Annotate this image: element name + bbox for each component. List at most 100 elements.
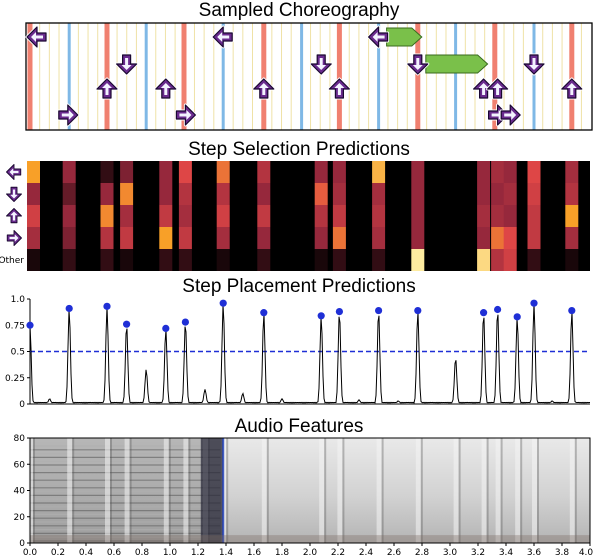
low-band bbox=[30, 535, 590, 543]
peak-marker bbox=[162, 324, 170, 332]
selection-cell bbox=[178, 227, 192, 249]
peak-marker bbox=[123, 320, 131, 328]
xtick-label: 1.2 bbox=[191, 548, 205, 558]
onset-shadow bbox=[574, 438, 577, 543]
selection-cell bbox=[477, 161, 491, 183]
peak-marker bbox=[317, 312, 325, 320]
onset-shadow bbox=[188, 438, 191, 543]
onset-streak bbox=[67, 438, 73, 543]
ytick-label: 1.0 bbox=[11, 295, 26, 305]
selection-cell bbox=[257, 249, 271, 271]
ytick-label: 60 bbox=[14, 460, 26, 470]
xtick-label: 3.6 bbox=[527, 548, 542, 558]
onset-shadow bbox=[72, 438, 75, 543]
selection-cell bbox=[216, 183, 230, 205]
onset-shadow bbox=[537, 438, 539, 543]
onset-streak bbox=[532, 438, 537, 543]
onset-shadow bbox=[324, 438, 327, 543]
xtick-label: 1.8 bbox=[275, 548, 290, 558]
xtick-label: 0.6 bbox=[107, 548, 122, 558]
selection-cell bbox=[100, 161, 114, 183]
selection-cell bbox=[120, 205, 134, 227]
selection-cell bbox=[411, 161, 425, 183]
selection-cell bbox=[216, 227, 230, 249]
onset-streak bbox=[105, 438, 110, 543]
selection-cell bbox=[372, 161, 386, 183]
up-arrow-icon bbox=[5, 207, 23, 224]
down-arrow-icon bbox=[5, 186, 23, 203]
selection-cell bbox=[120, 161, 134, 183]
onset-streak bbox=[261, 438, 267, 543]
peak-marker bbox=[494, 305, 502, 314]
audio-title: Audio Features bbox=[234, 416, 364, 437]
peak-marker bbox=[335, 308, 343, 316]
selection-cell bbox=[332, 249, 346, 271]
xtick-label: 3.2 bbox=[471, 548, 485, 558]
selection-cell bbox=[62, 205, 76, 227]
selection-cell bbox=[372, 205, 386, 227]
selection-cell bbox=[565, 227, 579, 249]
choreo-frame bbox=[25, 22, 593, 131]
onset-streak bbox=[337, 438, 343, 543]
selection-cell bbox=[257, 205, 271, 227]
xtick-label: 2.8 bbox=[415, 548, 430, 558]
selection-cell bbox=[565, 161, 579, 183]
selection-cell bbox=[411, 183, 425, 205]
selection-cell bbox=[159, 249, 173, 271]
onset-shadow bbox=[520, 438, 523, 543]
ytick-label: 0.25 bbox=[5, 374, 25, 384]
selection-cell bbox=[314, 227, 328, 249]
xtick-label: 2.0 bbox=[303, 548, 318, 558]
xtick-label: 2.6 bbox=[387, 548, 402, 558]
selection-cell bbox=[491, 205, 505, 227]
ytick-label: Other bbox=[0, 256, 24, 266]
selection-title: Step Selection Predictions bbox=[188, 139, 410, 160]
selection-cell bbox=[159, 183, 173, 205]
selection-cell bbox=[27, 161, 40, 183]
placement-curve bbox=[29, 303, 590, 404]
selection-cell bbox=[411, 249, 425, 271]
onset-streak bbox=[376, 438, 382, 543]
onset-streak bbox=[515, 438, 521, 543]
selection-cell bbox=[314, 183, 328, 205]
peak-marker bbox=[181, 318, 189, 326]
selection-cell bbox=[120, 227, 134, 249]
onset-streak bbox=[453, 438, 459, 543]
onset-shadow bbox=[458, 438, 461, 543]
selection-cell bbox=[178, 183, 192, 205]
onset-shadow bbox=[420, 438, 423, 543]
onset-shadow bbox=[500, 438, 503, 543]
xtick-label: 3.4 bbox=[499, 548, 514, 558]
ytick-label: 80 bbox=[14, 434, 26, 444]
xtick-label: 1.4 bbox=[219, 548, 234, 558]
xtick-label: 0.2 bbox=[51, 548, 65, 558]
peak-marker bbox=[26, 321, 34, 329]
selection-cell bbox=[257, 227, 271, 249]
selection-cell bbox=[159, 205, 173, 227]
ytick-label: 0.5 bbox=[11, 348, 25, 358]
selection-cell bbox=[477, 249, 491, 271]
peak-marker bbox=[260, 309, 268, 317]
selection-cell bbox=[477, 183, 491, 205]
right-arrow-icon bbox=[6, 229, 23, 247]
selection-cell bbox=[100, 227, 114, 249]
selection-cell bbox=[491, 227, 505, 249]
selection-cell bbox=[527, 249, 541, 271]
onset-shadow bbox=[168, 438, 171, 543]
selection-cell bbox=[257, 161, 271, 183]
selection-cell bbox=[62, 161, 76, 183]
selection-cell bbox=[257, 183, 271, 205]
xtick-label: 0.0 bbox=[23, 548, 38, 558]
onset-streak bbox=[415, 438, 421, 543]
onset-shadow bbox=[342, 438, 345, 543]
placement-chart: 0 0.25 0.5 0.75 1.0 bbox=[5, 295, 590, 410]
selection-cell bbox=[314, 161, 328, 183]
onset-shadow bbox=[226, 438, 229, 543]
selection-cell bbox=[527, 161, 541, 183]
selection-cell bbox=[216, 205, 230, 227]
selection-cell bbox=[314, 205, 328, 227]
selection-cell bbox=[503, 227, 517, 249]
ytick-label: 0.75 bbox=[5, 321, 25, 331]
onset-streak bbox=[495, 438, 501, 543]
selection-cell bbox=[491, 161, 505, 183]
